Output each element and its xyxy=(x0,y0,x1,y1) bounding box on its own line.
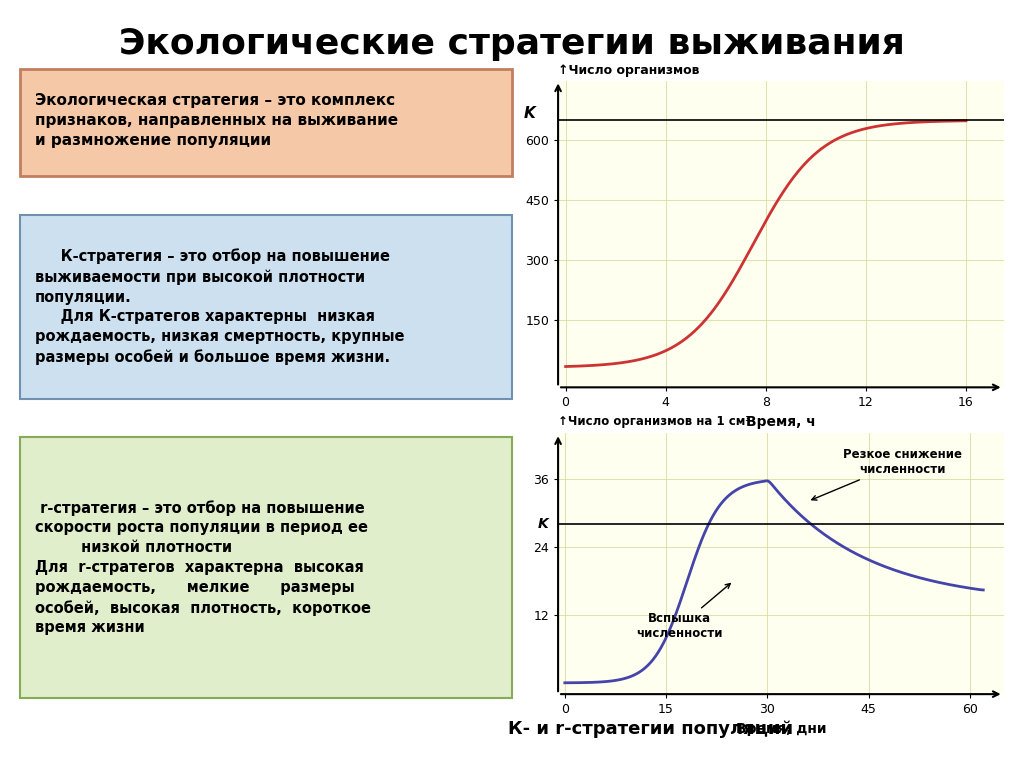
FancyBboxPatch shape xyxy=(20,215,512,399)
FancyBboxPatch shape xyxy=(20,437,512,698)
X-axis label: Время, ч: Время, ч xyxy=(745,415,816,429)
Text: K: K xyxy=(538,517,548,531)
Text: ↑Число организмов: ↑Число организмов xyxy=(558,64,699,77)
FancyBboxPatch shape xyxy=(20,69,512,176)
Text: К-стратегия – это отбор на повышение
выживаемости при высокой плотности
популяци: К-стратегия – это отбор на повышение выж… xyxy=(35,249,404,365)
Text: Экологические стратегии выживания: Экологические стратегии выживания xyxy=(119,27,905,61)
X-axis label: Время, дни: Время, дни xyxy=(735,722,826,736)
Text: К- и r-стратегии популяций: К- и r-стратегии популяций xyxy=(508,719,793,738)
Text: Вспышка
численности: Вспышка численности xyxy=(636,584,730,640)
Text: Резкое снижение
численности: Резкое снижение численности xyxy=(812,448,962,500)
Text: r-стратегия – это отбор на повышение
скорости роста популяции в период ее
      : r-стратегия – это отбор на повышение ско… xyxy=(35,500,372,635)
Text: ↑Число организмов на 1 см³: ↑Число организмов на 1 см³ xyxy=(558,415,751,428)
Text: K: K xyxy=(523,107,536,121)
Text: Экологическая стратегия – это комплекс
признаков, направленных на выживание
и ра: Экологическая стратегия – это комплекс п… xyxy=(35,93,398,149)
